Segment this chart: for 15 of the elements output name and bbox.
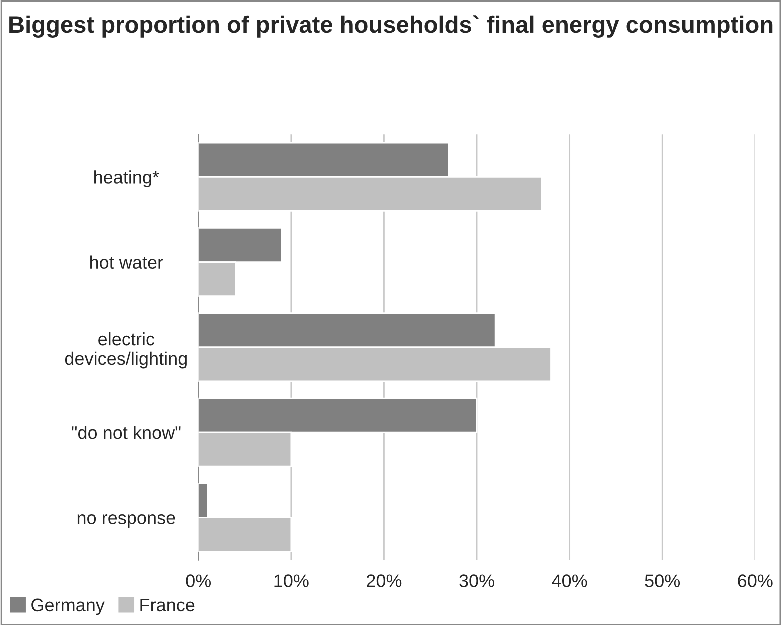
x-tick-label: 40% [552, 574, 588, 588]
y-tick-label: "do not know" [72, 426, 181, 440]
y-tick-label: no response [78, 514, 176, 528]
y-tick-label: electric devices/lighting [65, 332, 187, 369]
x-tick-label: 60% [738, 574, 773, 588]
x-tick-label: 50% [645, 574, 680, 588]
x-tick-label: 0% [186, 574, 212, 588]
chart-title: Biggest proportion of private households` final energy consumption [10, 16, 773, 38]
legend-label: France [140, 599, 195, 612]
y-tick-label: heating* [94, 170, 160, 188]
x-tick-label: 30% [460, 574, 494, 588]
y-tick-label: hot water [90, 256, 164, 270]
x-tick-label: 20% [367, 574, 402, 588]
legend-label: Germany [32, 598, 105, 616]
x-tick-label: 10% [274, 574, 309, 588]
